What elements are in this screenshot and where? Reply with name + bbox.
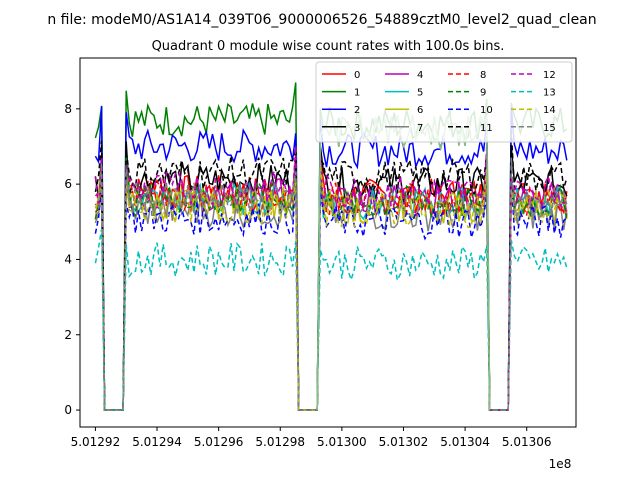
y-tick-label: 0: [64, 403, 72, 417]
series-line-3: [94, 141, 568, 411]
series-line-4: [94, 154, 568, 411]
legend-label-15: 15: [543, 123, 556, 134]
legend-label-8: 8: [480, 70, 486, 81]
legend-label-6: 6: [417, 105, 423, 116]
x-offset-label: 1e8: [549, 457, 572, 471]
plot-frame: [79, 57, 577, 428]
legend-label-10: 10: [480, 105, 493, 116]
legend-box: [315, 61, 573, 143]
legend-label-13: 13: [543, 88, 556, 99]
legend-label-4: 4: [417, 70, 423, 81]
legend-label-14: 14: [543, 105, 556, 116]
legend-label-0: 0: [354, 70, 360, 81]
y-tick-label: 6: [64, 177, 72, 191]
x-tick-label: 5.01294: [132, 435, 182, 449]
legend-label-12: 12: [543, 70, 556, 81]
series-line-0: [94, 155, 568, 411]
series-line-8: [94, 172, 568, 411]
legend-label-9: 9: [480, 88, 486, 99]
x-tick-label: 5.01296: [194, 435, 244, 449]
y-axis: 0 2 4 6 8: [64, 102, 80, 417]
x-tick-label: 5.01306: [502, 435, 552, 449]
x-tick-label: 5.01304: [440, 435, 490, 449]
series-line-12: [94, 146, 568, 411]
y-tick-label: 2: [64, 328, 72, 342]
legend-label-11: 11: [480, 123, 493, 134]
x-tick-label: 5.01298: [255, 435, 305, 449]
legend-label-2: 2: [354, 105, 360, 116]
series-line-13: [94, 228, 568, 411]
x-tick-label: 5.01302: [379, 435, 429, 449]
chart-suptitle: n file: modeM0/AS1A14_039T06_9000006526_…: [47, 12, 596, 28]
legend-label-3: 3: [354, 123, 360, 134]
x-tick-label: 5.01300: [317, 435, 367, 449]
y-tick-label: 4: [64, 252, 72, 266]
x-tick-label: 5.01292: [71, 435, 121, 449]
series-line-2: [94, 105, 568, 411]
y-tick-label: 8: [64, 102, 72, 116]
legend-label-7: 7: [417, 123, 423, 134]
chart-title: Quadrant 0 module wise count rates with …: [152, 39, 505, 54]
legend-label-1: 1: [354, 88, 360, 99]
x-axis: 5.01292 5.01294 5.01296 5.01298 5.01300 5.013…: [71, 427, 552, 449]
legend-label-5: 5: [417, 88, 423, 99]
